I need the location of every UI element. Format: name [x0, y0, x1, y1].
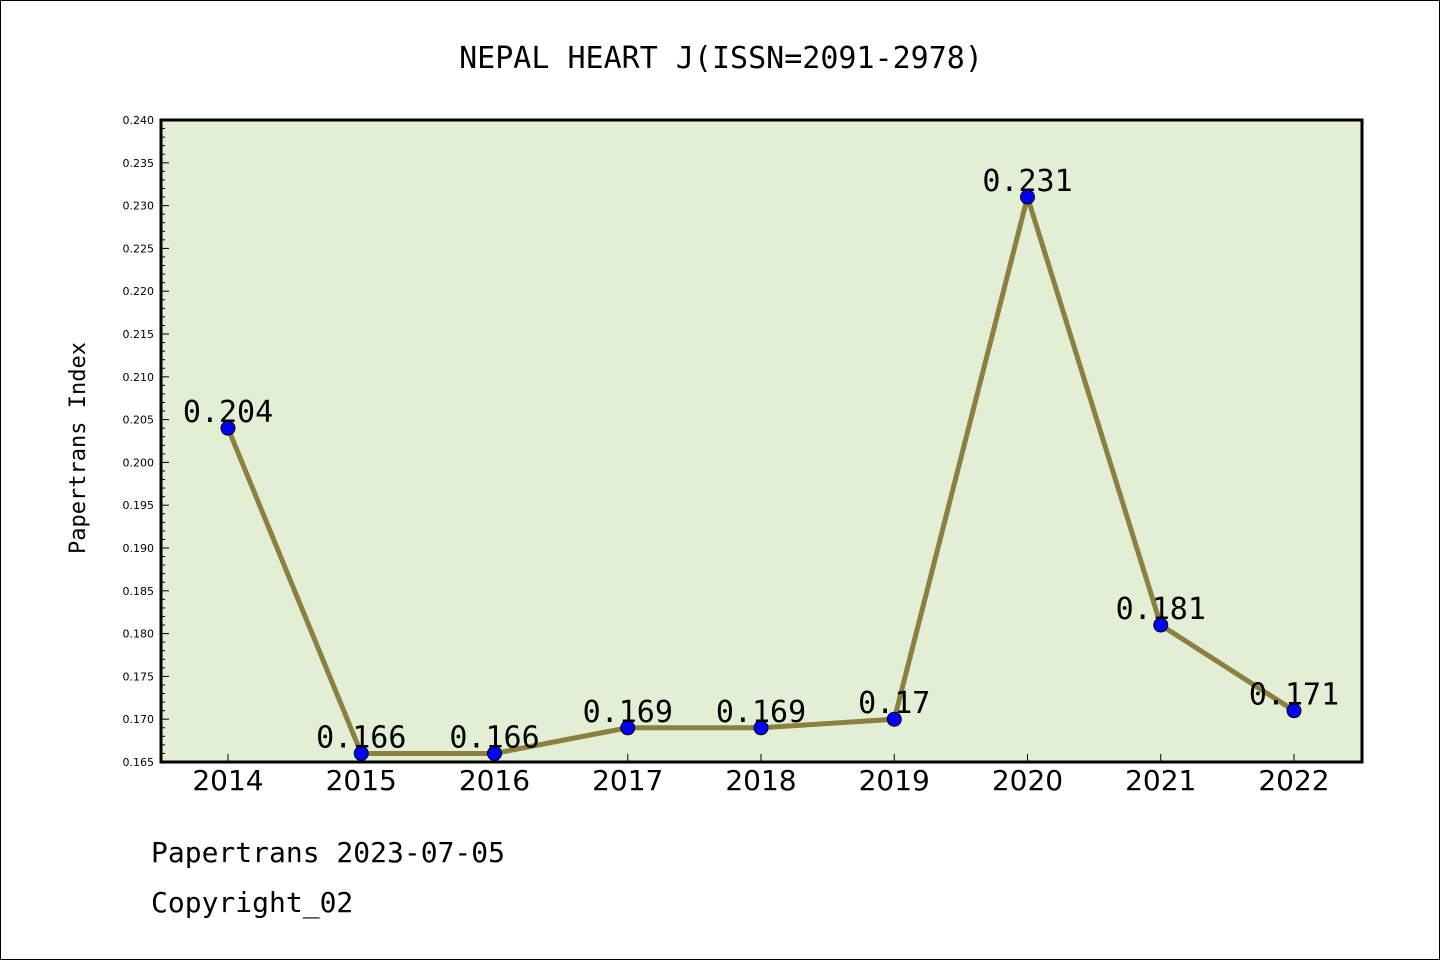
- data-label: 0.166: [449, 720, 539, 755]
- footer-date: Papertrans 2023-07-05: [151, 836, 506, 869]
- y-tick-label: 0.185: [123, 585, 155, 598]
- y-tick-label: 0.205: [123, 414, 155, 427]
- data-label: 0.166: [316, 720, 406, 755]
- data-label: 0.169: [716, 695, 806, 730]
- y-tick-label: 0.230: [123, 200, 155, 213]
- x-axis-ticks: 2014 2015 2016 2017 2018 2019 2020 2021 2022: [192, 754, 1330, 797]
- x-tick-label: 2014: [192, 764, 263, 797]
- x-tick-label: 2019: [859, 764, 930, 797]
- x-tick-label: 2021: [1125, 764, 1196, 797]
- series-layer: [220, 189, 1302, 761]
- data-labels: 0.204 0.166 0.166 0.169 0.169 0.17 0.231 0.181 0…: [183, 164, 1339, 755]
- data-label: 0.231: [982, 164, 1072, 199]
- y-tick-label: 0.180: [123, 628, 155, 641]
- y-tick-label: 0.225: [123, 242, 155, 255]
- x-tick-label: 2022: [1258, 764, 1329, 797]
- x-tick-label: 2020: [992, 764, 1063, 797]
- x-tick-label: 2018: [725, 764, 796, 797]
- y-axis-label: Papertrans Index: [66, 342, 91, 554]
- data-point: [1020, 189, 1035, 205]
- plot-area: [161, 120, 1362, 762]
- data-point: [220, 420, 236, 436]
- x-tick-label: 2015: [326, 764, 397, 797]
- y-tick-label: 0.200: [123, 456, 155, 469]
- data-point: [487, 745, 502, 761]
- y-tick-label: 0.170: [123, 713, 155, 726]
- data-point: [1286, 703, 1302, 719]
- footer-copyright: Copyright_02: [151, 886, 354, 919]
- data-label: 0.171: [1249, 678, 1339, 713]
- data-point: [620, 720, 636, 736]
- data-point: [1153, 617, 1169, 633]
- y-tick-label: 0.195: [123, 499, 155, 512]
- x-tick-label: 2017: [592, 764, 663, 797]
- data-point: [753, 720, 769, 736]
- x-tick-label: 2016: [459, 764, 530, 797]
- y-tick-label: 0.210: [123, 371, 155, 384]
- y-tick-label: 0.240: [123, 114, 155, 127]
- chart-title: NEPAL HEART J(ISSN=2091-2978): [459, 41, 983, 76]
- y-tick-label: 0.235: [123, 157, 155, 170]
- y-tick-label: 0.220: [123, 285, 155, 298]
- data-label: 0.181: [1116, 592, 1206, 627]
- y-tick-label: 0.175: [123, 670, 155, 683]
- data-label: 0.204: [183, 395, 273, 430]
- data-label: 0.169: [583, 695, 673, 730]
- data-point: [353, 745, 369, 761]
- y-tick-label: 0.215: [123, 328, 155, 341]
- data-point: [886, 711, 902, 727]
- data-label: 0.17: [858, 686, 930, 721]
- y-tick-label: 0.190: [123, 542, 155, 555]
- y-tick-label: 0.165: [123, 756, 155, 769]
- plot-border: [159, 118, 1364, 764]
